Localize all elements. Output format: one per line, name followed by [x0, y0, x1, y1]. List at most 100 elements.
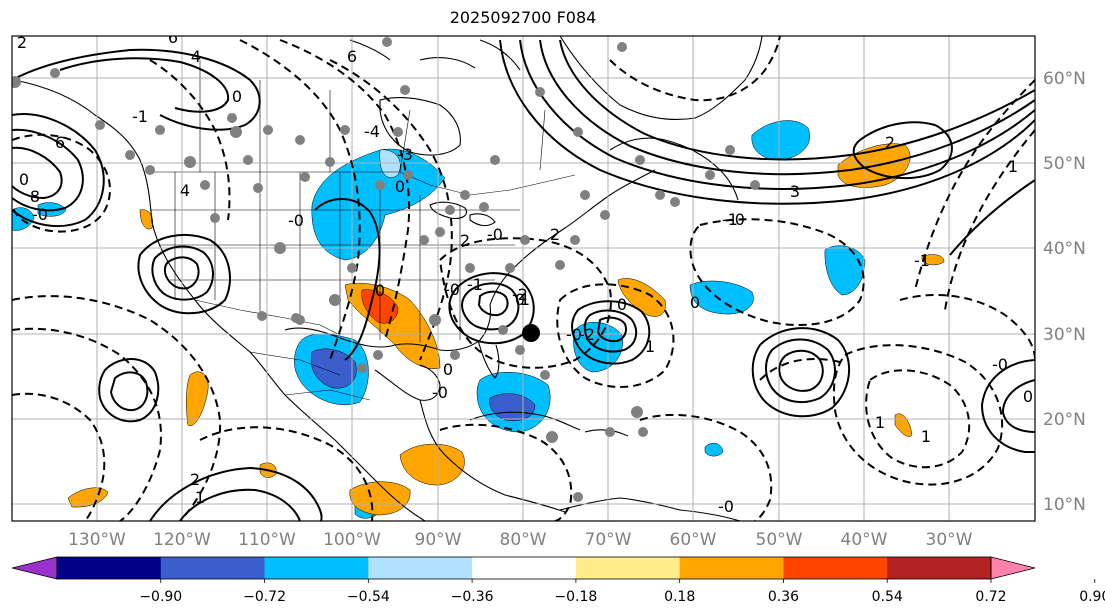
- contour-value-label: 0: [690, 293, 700, 312]
- contour-value-label: 2: [550, 225, 560, 244]
- contour-value-label: -0: [32, 205, 48, 224]
- solid-contour-alaska-2: [59, 57, 230, 113]
- longitude-label: 110°W: [238, 530, 296, 550]
- contour-value-label: 1: [1008, 157, 1018, 176]
- contour-value-label: 0: [515, 290, 525, 309]
- solid-contour-east-edge-2: [1001, 379, 1035, 433]
- contour-value-label: 6: [347, 47, 357, 66]
- colorbar-segment: [264, 557, 369, 579]
- longitude-label: 130°W: [68, 530, 126, 550]
- dashed-contour-5: [329, 59, 453, 361]
- solid-contour-pacific-low-1: [98, 358, 160, 423]
- west-coast-north-america: [13, 79, 426, 521]
- colorbar-tick-label: −0.72: [243, 589, 286, 605]
- solid-contour-north-atl-high: [949, 179, 1035, 256]
- solid-contour-greenland-2: [519, 39, 1035, 190]
- solid-contour-greenland-4: [559, 39, 1035, 161]
- dashed-contour-17: [639, 413, 773, 521]
- great-lakes: [429, 201, 496, 227]
- shade-orange-azores: [921, 254, 945, 266]
- contour-value-label: 1: [875, 413, 885, 432]
- dashed-contour-18: [12, 392, 106, 521]
- dashed-contour-7: [556, 283, 675, 388]
- solid-contour-east-atl-2: [765, 338, 836, 404]
- colorbar-tick-label: −0.36: [451, 589, 494, 605]
- contour-value-label: 2: [885, 133, 895, 152]
- dashed-contour-12: [12, 133, 111, 233]
- cuba: [469, 411, 581, 431]
- dashed-contour-15: [199, 426, 374, 521]
- contour-value-label: -4: [364, 122, 380, 141]
- contour-value-label: 0: [375, 281, 385, 300]
- colorbar-tick-label: −0.90: [139, 589, 182, 605]
- contour-value-label: -2: [512, 285, 528, 304]
- contour-value-label: -0: [992, 355, 1008, 374]
- solid-contour-high-pacific-3: [12, 146, 63, 200]
- contour-value-label: 2: [17, 33, 27, 52]
- yucatan-coast: [374, 364, 441, 401]
- contour-value-label: 0: [232, 87, 242, 106]
- colorbar-segment: [368, 557, 473, 579]
- colorbar-segment: [57, 557, 162, 579]
- shade-lightblue-central-us: [379, 149, 401, 178]
- colorbar-tick-label: 0.90: [1079, 589, 1105, 605]
- shade-blue-mid-atlantic: [689, 280, 754, 315]
- longitude-label: 120°W: [153, 530, 211, 550]
- florida: [477, 339, 500, 379]
- colorbar-outline: [56, 556, 992, 580]
- colorbar-segment: [472, 557, 577, 579]
- latitude-axis: 60°N 50°N 40°N 30°N 20°N 10°N: [1043, 69, 1086, 515]
- dashed-contour-13: [914, 79, 1035, 291]
- solid-contour-se-us-3: [477, 290, 509, 317]
- contour-value-label: -1: [132, 107, 148, 126]
- shade-orange-pacific-south: [67, 487, 109, 508]
- dashed-contour-layer: [12, 36, 1035, 521]
- colorbar-segment: [887, 557, 992, 579]
- dashed-contour-2: [12, 327, 162, 521]
- solid-contour-west-us-high-2: [151, 245, 214, 301]
- shade-orange-pacific-edge: [139, 209, 153, 230]
- labrador-coast: [609, 137, 739, 201]
- contour-value-label: -1: [467, 275, 483, 294]
- longitude-axis: 130°W 120°W 110°W 100°W 90°W 80°W 70°W 60°W 50°W…: [68, 530, 973, 550]
- contour-value-label: 2: [460, 231, 470, 250]
- shade-blue-east-atlantic: [824, 245, 866, 296]
- latitude-label: 40°N: [1043, 239, 1086, 259]
- dashed-contour-14: [944, 129, 1035, 311]
- solid-contour-east-atl-3: [778, 349, 824, 392]
- canadian-provinces: [199, 60, 546, 173]
- colorbar-tick-label: 0.36: [768, 589, 799, 605]
- contour-value-label: 1: [921, 427, 931, 446]
- contour-value-label: 4: [191, 47, 201, 66]
- contour-value-label: -0: [718, 497, 734, 516]
- graticule: [12, 36, 1035, 521]
- solid-contour-high-pacific-2: [12, 128, 84, 212]
- longitude-label: 70°W: [585, 530, 632, 550]
- shade-orange-central-america: [399, 443, 465, 486]
- solid-contour-pacific-low-2: [109, 371, 149, 412]
- latitude-label: 60°N: [1043, 69, 1086, 89]
- contour-value-label: 3: [790, 182, 800, 201]
- solid-contour-alaska-1: [12, 48, 261, 131]
- contour-value-label: 2: [190, 470, 200, 489]
- colorbar-tick-label: 0.72: [975, 589, 1006, 605]
- contour-value-label: 4: [180, 181, 190, 200]
- solid-contour-greenland-5: [852, 121, 953, 179]
- greenland-coast: [559, 36, 763, 121]
- dashed-contour-11: [609, 36, 781, 102]
- contour-value-label: -0: [432, 383, 448, 402]
- central-america-coast: [419, 399, 566, 513]
- contour-value-label: 1: [645, 337, 655, 356]
- longitude-label: 60°W: [670, 530, 717, 550]
- solid-contour-atl-low-1: [571, 300, 651, 365]
- longitude-label: 50°W: [756, 530, 803, 550]
- coastline-layer: [13, 36, 763, 521]
- solid-contour-east-atl-1: [751, 327, 850, 418]
- solid-contour-trough-1: [314, 198, 381, 361]
- solid-contour-pacific-south-1: [149, 466, 323, 521]
- solid-contour-west-us-high-1: [137, 234, 231, 315]
- shade-orange-pacific-small: [186, 371, 209, 427]
- contour-value-label: -0: [729, 210, 745, 229]
- colorbar-segment: [575, 557, 681, 579]
